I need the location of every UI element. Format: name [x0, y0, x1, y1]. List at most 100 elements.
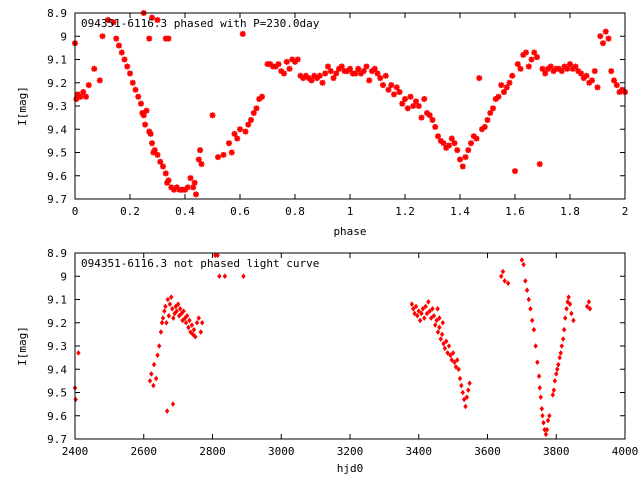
- data-point: [124, 63, 131, 70]
- data-point: [569, 310, 574, 317]
- data-point: [569, 65, 576, 72]
- data-point: [374, 70, 381, 77]
- y-tick-label: 9.3: [47, 100, 67, 113]
- data-point: [557, 354, 562, 361]
- data-point: [176, 312, 182, 319]
- data-point: [600, 40, 606, 47]
- data-point: [459, 382, 464, 389]
- data-point: [457, 156, 463, 163]
- data-point: [556, 65, 562, 72]
- data-point: [155, 352, 160, 359]
- data-point: [521, 261, 526, 268]
- data-point: [529, 317, 535, 324]
- data-point: [186, 324, 191, 331]
- data-point: [503, 84, 510, 91]
- data-point: [170, 306, 175, 312]
- data-point: [163, 303, 168, 310]
- data-point: [605, 35, 612, 42]
- data-point: [407, 93, 414, 100]
- data-point: [584, 303, 590, 310]
- data-point: [512, 168, 518, 175]
- data-point: [464, 394, 470, 400]
- data-point: [385, 86, 392, 93]
- data-point: [253, 105, 260, 112]
- data-point: [77, 93, 84, 100]
- data-point: [536, 161, 543, 168]
- y-tick-label: 8.9: [47, 247, 67, 260]
- data-point: [283, 58, 290, 65]
- data-point: [76, 350, 81, 356]
- x-axis-label: phase: [333, 225, 366, 238]
- data-point: [143, 107, 150, 114]
- data-point: [429, 116, 436, 123]
- data-point: [498, 82, 505, 89]
- y-tick-label: 9.4: [47, 123, 67, 136]
- x-axis-label: hjd0: [337, 462, 364, 475]
- data-point: [292, 58, 298, 65]
- data-point: [402, 96, 408, 103]
- data-point: [431, 312, 437, 319]
- data-point: [520, 51, 527, 58]
- data-point: [452, 359, 457, 366]
- x-tick-label: 3200: [337, 445, 364, 458]
- data-point: [443, 144, 450, 151]
- data-point: [462, 154, 469, 161]
- data-point: [499, 273, 504, 280]
- y-tick-label: 9.5: [47, 147, 67, 160]
- data-point: [132, 86, 139, 93]
- data-point: [420, 306, 426, 312]
- data-points: [72, 252, 593, 438]
- data-point: [559, 343, 564, 349]
- data-point: [149, 14, 155, 21]
- data-point: [231, 130, 238, 137]
- data-point: [281, 70, 287, 77]
- data-point: [355, 65, 362, 72]
- data-point: [272, 63, 279, 70]
- data-point: [419, 310, 424, 317]
- data-point: [237, 126, 243, 133]
- data-point: [327, 68, 334, 75]
- data-point: [454, 147, 461, 154]
- data-point: [550, 392, 556, 398]
- data-point: [556, 361, 561, 368]
- data-point: [380, 82, 386, 89]
- x-tick-label: 0.2: [120, 205, 140, 218]
- data-point: [80, 89, 87, 96]
- data-point: [435, 306, 440, 312]
- data-point: [165, 35, 172, 42]
- data-point: [479, 126, 485, 133]
- data-point: [554, 371, 559, 377]
- x-tick-label: 2: [622, 205, 629, 218]
- data-point: [110, 19, 117, 26]
- data-point: [242, 128, 249, 135]
- data-point: [182, 186, 188, 193]
- data-point: [578, 70, 584, 77]
- data-point: [286, 65, 293, 72]
- data-point: [509, 72, 516, 79]
- data-point: [422, 315, 427, 321]
- y-tick-label: 9.5: [47, 387, 67, 400]
- y-tick-label: 9: [60, 270, 67, 283]
- data-point: [153, 375, 159, 382]
- data-point: [444, 338, 449, 345]
- data-point: [541, 419, 546, 426]
- plot-frame: [74, 12, 626, 200]
- data-point: [259, 93, 265, 100]
- data-point: [441, 340, 446, 347]
- data-point: [434, 317, 439, 324]
- data-point: [538, 394, 543, 400]
- data-point: [164, 319, 169, 326]
- data-point: [535, 359, 540, 366]
- x-tick-label: 4000: [612, 445, 639, 458]
- data-point: [382, 72, 389, 79]
- data-point: [487, 109, 494, 116]
- data-point: [457, 375, 463, 382]
- data-point: [222, 273, 228, 280]
- data-point: [165, 296, 171, 303]
- data-point: [180, 317, 185, 324]
- data-point: [187, 317, 192, 324]
- data-point: [438, 336, 443, 342]
- data-point: [564, 306, 569, 312]
- data-point: [399, 100, 406, 107]
